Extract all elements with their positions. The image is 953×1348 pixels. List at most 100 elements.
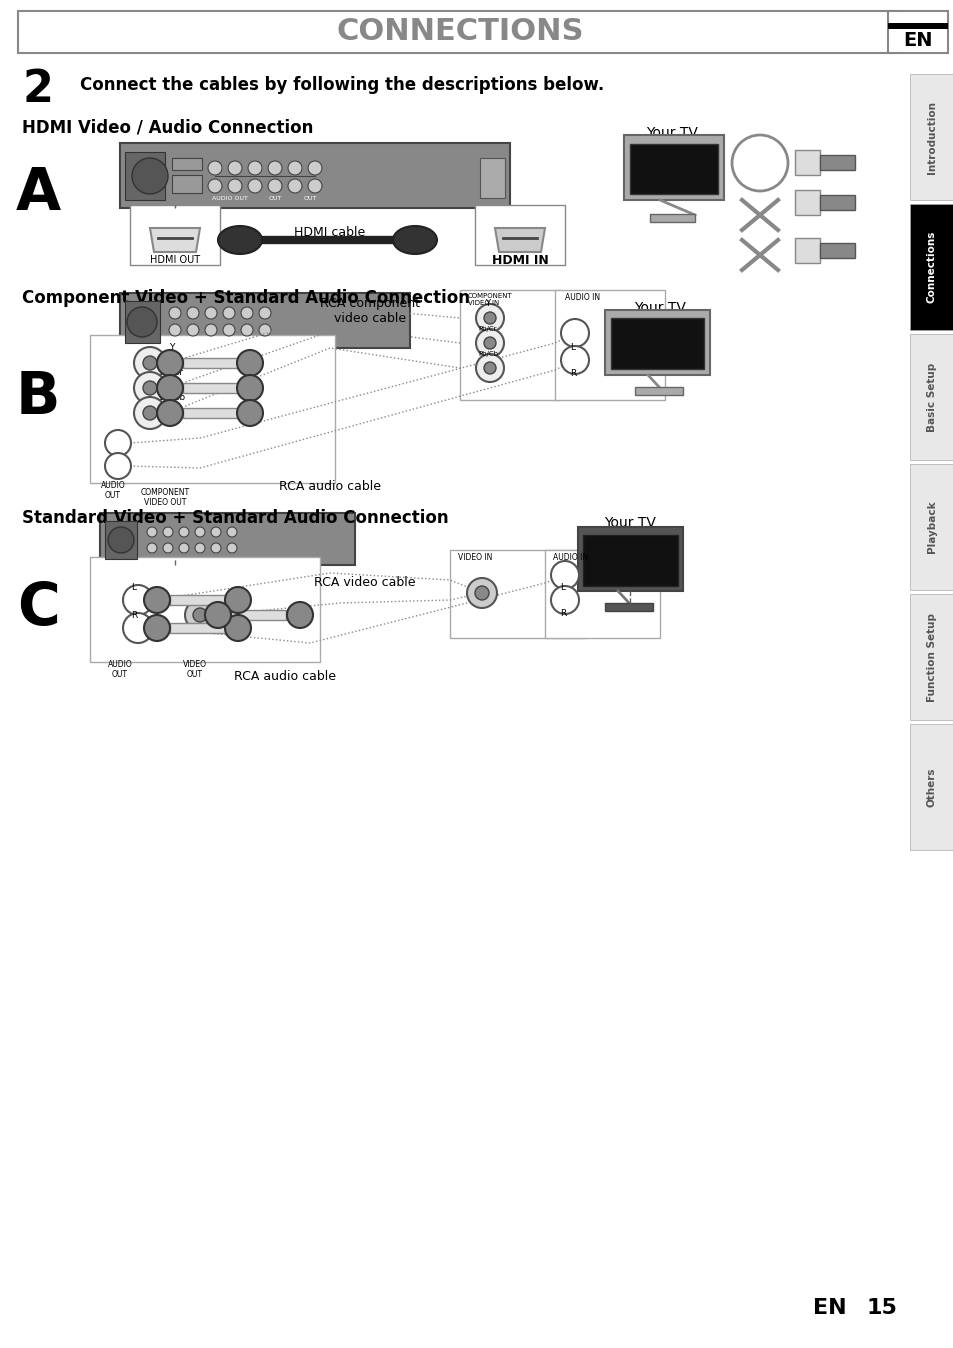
Text: OUT: OUT: [268, 195, 281, 201]
Ellipse shape: [228, 179, 242, 193]
Ellipse shape: [308, 160, 322, 175]
Ellipse shape: [123, 613, 152, 643]
Text: Pb/Cb: Pb/Cb: [477, 350, 497, 357]
Text: Y: Y: [485, 299, 490, 309]
Ellipse shape: [144, 615, 170, 642]
Bar: [909, 594, 953, 720]
Text: C: C: [16, 580, 59, 636]
Ellipse shape: [147, 527, 157, 537]
Ellipse shape: [194, 543, 205, 553]
Text: EN: EN: [902, 31, 932, 50]
Ellipse shape: [225, 586, 251, 613]
Text: RCA video cable: RCA video cable: [314, 577, 416, 589]
Ellipse shape: [208, 179, 222, 193]
Text: L: L: [132, 584, 136, 593]
Bar: [450, 550, 584, 638]
Ellipse shape: [208, 160, 222, 175]
Text: A: A: [15, 164, 60, 221]
Bar: [130, 205, 220, 266]
Bar: [623, 135, 723, 200]
Text: RCA audio cable: RCA audio cable: [278, 480, 380, 492]
Text: Connections: Connections: [926, 231, 936, 303]
Ellipse shape: [157, 400, 183, 426]
Ellipse shape: [179, 543, 189, 553]
Bar: [90, 557, 319, 662]
Ellipse shape: [476, 329, 503, 357]
Ellipse shape: [475, 586, 489, 600]
Text: AUDIO
OUT: AUDIO OUT: [100, 481, 125, 500]
Text: EN: EN: [812, 1298, 846, 1318]
Bar: [120, 143, 510, 208]
Ellipse shape: [560, 346, 588, 373]
Polygon shape: [150, 228, 200, 252]
Ellipse shape: [288, 160, 302, 175]
Ellipse shape: [132, 158, 168, 194]
Ellipse shape: [143, 406, 157, 421]
Ellipse shape: [133, 346, 166, 379]
Ellipse shape: [551, 586, 578, 613]
Ellipse shape: [105, 430, 131, 456]
Ellipse shape: [211, 527, 221, 537]
Bar: [820, 195, 854, 210]
Text: 15: 15: [865, 1298, 897, 1318]
Text: L: L: [570, 342, 575, 352]
Text: Connect the cables by following the descriptions below.: Connect the cables by following the desc…: [80, 75, 603, 94]
Ellipse shape: [105, 453, 131, 479]
Ellipse shape: [144, 586, 170, 613]
Ellipse shape: [193, 608, 207, 621]
Ellipse shape: [169, 307, 181, 319]
Text: HDMI OUT: HDMI OUT: [150, 255, 200, 266]
Text: AUDIO OUT: AUDIO OUT: [212, 195, 248, 201]
Ellipse shape: [268, 160, 282, 175]
Ellipse shape: [108, 527, 133, 553]
Ellipse shape: [187, 324, 199, 336]
Ellipse shape: [123, 585, 152, 615]
Text: Y: Y: [169, 342, 174, 352]
Ellipse shape: [476, 305, 503, 332]
Text: Your TV: Your TV: [634, 301, 685, 315]
Text: B: B: [16, 369, 60, 426]
Text: Playback: Playback: [926, 500, 936, 553]
Bar: [183, 408, 237, 418]
Ellipse shape: [179, 527, 189, 537]
Bar: [544, 550, 659, 638]
Text: VIDEO IN: VIDEO IN: [468, 301, 498, 306]
Bar: [909, 204, 953, 330]
Text: VIDEO IN: VIDEO IN: [457, 553, 492, 562]
Bar: [610, 318, 703, 369]
Ellipse shape: [223, 324, 234, 336]
Ellipse shape: [467, 578, 497, 608]
Text: Pb/Cr: Pb/Cr: [478, 326, 497, 332]
Ellipse shape: [308, 179, 322, 193]
Bar: [172, 175, 202, 193]
Text: AUDIO IN: AUDIO IN: [564, 293, 599, 302]
Bar: [909, 724, 953, 851]
Bar: [794, 190, 820, 214]
Bar: [635, 387, 682, 395]
Ellipse shape: [258, 307, 271, 319]
Bar: [582, 535, 678, 586]
Ellipse shape: [205, 603, 231, 628]
Ellipse shape: [551, 561, 578, 589]
Ellipse shape: [218, 226, 262, 253]
Ellipse shape: [560, 319, 588, 346]
Text: AUDIO IN: AUDIO IN: [553, 553, 587, 562]
Bar: [183, 359, 237, 368]
Text: L: L: [560, 584, 565, 593]
Text: Pb/Cb: Pb/Cb: [159, 392, 185, 402]
Text: HDMI cable: HDMI cable: [294, 225, 365, 239]
Bar: [820, 155, 854, 170]
Ellipse shape: [483, 363, 496, 373]
Ellipse shape: [236, 375, 263, 400]
Ellipse shape: [169, 324, 181, 336]
Ellipse shape: [228, 160, 242, 175]
Text: RCA component: RCA component: [319, 297, 419, 310]
Bar: [100, 514, 355, 565]
Text: Standard Video + Standard Audio Connection: Standard Video + Standard Audio Connecti…: [22, 510, 448, 527]
Ellipse shape: [163, 543, 172, 553]
Bar: [183, 383, 237, 394]
Text: Basic Setup: Basic Setup: [926, 363, 936, 431]
Ellipse shape: [288, 179, 302, 193]
Text: Others: Others: [926, 767, 936, 806]
Bar: [887, 11, 947, 53]
